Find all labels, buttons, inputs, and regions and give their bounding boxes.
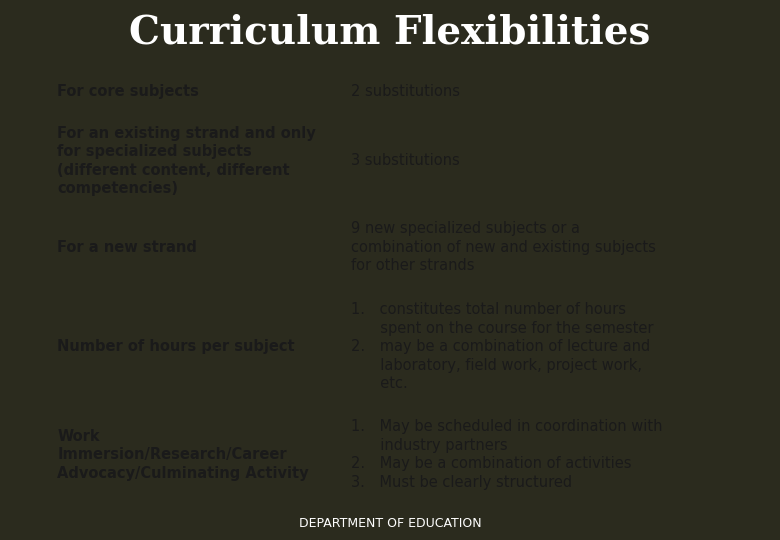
Text: DEPARTMENT OF EDUCATION: DEPARTMENT OF EDUCATION [299,517,481,530]
Text: For core subjects: For core subjects [58,84,200,99]
Text: 3 substitutions: 3 substitutions [350,153,459,168]
Text: Curriculum Flexibilities: Curriculum Flexibilities [129,14,651,51]
Text: For an existing strand and only
for specialized subjects
(different content, dif: For an existing strand and only for spec… [58,125,316,197]
Text: Number of hours per subject: Number of hours per subject [58,339,295,354]
Text: 9 new specialized subjects or a
combination of new and existing subjects
for oth: 9 new specialized subjects or a combinat… [350,221,655,273]
Text: 1. May be scheduled in coordination with
  industry partners
2. May be a combina: 1. May be scheduled in coordination with… [350,419,662,490]
Text: Work
Immersion/Research/Career
Advocacy/Culminating Activity: Work Immersion/Research/Career Advocacy/… [58,429,309,481]
Text: For a new strand: For a new strand [58,240,197,255]
Text: 2 substitutions: 2 substitutions [350,84,459,99]
Text: 1. constitutes total number of hours
  spent on the course for the semester
2. m: 1. constitutes total number of hours spe… [350,302,653,392]
